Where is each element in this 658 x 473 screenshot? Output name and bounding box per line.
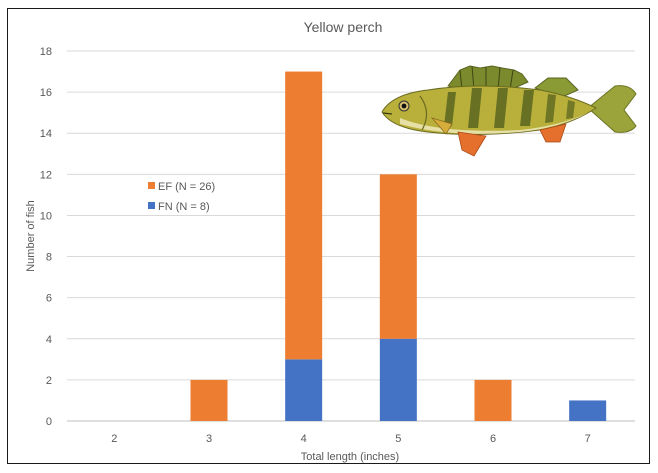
legend: EF (N = 26) FN (N = 8): [148, 181, 215, 213]
yellow-perch-fish-illustration: [381, 65, 637, 157]
x-tick-label: 7: [585, 433, 591, 445]
y-tick-label: 14: [40, 128, 52, 140]
y-tick-label: 0: [46, 416, 52, 428]
gridlines: [67, 50, 635, 422]
bar-segment: [285, 71, 323, 360]
legend-label-ef: EF (N = 26): [158, 181, 215, 193]
y-axis-tick-labels: 0 2 4 6 8 10 12 14 16 18: [40, 46, 52, 428]
x-tick-label: 5: [395, 433, 401, 445]
y-tick-label: 10: [40, 210, 52, 222]
bar-segment: [379, 174, 417, 339]
bar-segment: [285, 359, 323, 421]
x-tick-label: 4: [301, 433, 307, 445]
legend-swatch-fn: [148, 202, 155, 209]
y-tick-label: 2: [46, 375, 52, 387]
bars: [190, 71, 607, 421]
y-tick-label: 16: [40, 87, 52, 99]
y-tick-label: 4: [46, 334, 52, 346]
x-axis-label: Total length (inches): [301, 451, 399, 463]
y-axis-label: Number of fish: [25, 200, 37, 272]
x-tick-label: 6: [490, 433, 496, 445]
x-axis-tick-labels: 2 3 4 5 6 7: [111, 433, 590, 445]
y-tick-label: 6: [46, 293, 52, 305]
y-tick-label: 12: [40, 169, 52, 181]
bar-segment: [379, 338, 417, 421]
y-tick-label: 18: [40, 46, 52, 58]
bar-segment: [474, 379, 512, 421]
x-tick-label: 3: [206, 433, 212, 445]
bar-segment: [190, 379, 228, 421]
x-tick-label: 2: [111, 433, 117, 445]
legend-label-fn: FN (N = 8): [158, 201, 210, 213]
chart-title: Yellow perch: [304, 19, 383, 35]
legend-swatch-ef: [148, 182, 155, 189]
bar-segment: [569, 400, 607, 421]
y-tick-label: 8: [46, 252, 52, 264]
